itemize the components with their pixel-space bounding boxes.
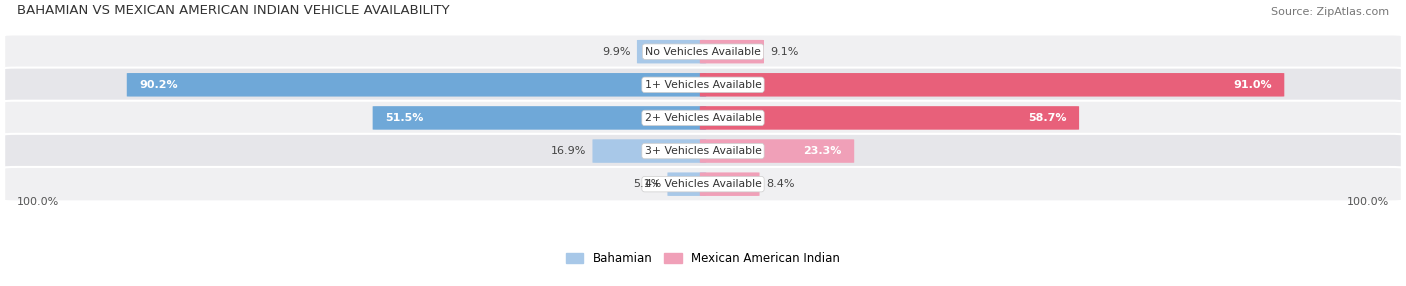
Text: 51.5%: 51.5%	[385, 113, 423, 123]
Text: 9.1%: 9.1%	[770, 47, 799, 57]
FancyBboxPatch shape	[637, 40, 706, 63]
Text: 90.2%: 90.2%	[139, 80, 179, 90]
FancyBboxPatch shape	[4, 34, 1402, 69]
Text: 4+ Vehicles Available: 4+ Vehicles Available	[644, 179, 762, 189]
Text: 16.9%: 16.9%	[551, 146, 586, 156]
FancyBboxPatch shape	[668, 172, 706, 196]
Text: Source: ZipAtlas.com: Source: ZipAtlas.com	[1271, 7, 1389, 17]
FancyBboxPatch shape	[4, 101, 1402, 135]
Text: 5.1%: 5.1%	[633, 179, 661, 189]
Text: 3+ Vehicles Available: 3+ Vehicles Available	[644, 146, 762, 156]
Text: 91.0%: 91.0%	[1233, 80, 1271, 90]
FancyBboxPatch shape	[700, 40, 763, 63]
FancyBboxPatch shape	[700, 106, 1078, 130]
FancyBboxPatch shape	[127, 73, 706, 97]
Text: 23.3%: 23.3%	[803, 146, 842, 156]
Legend: Bahamian, Mexican American Indian: Bahamian, Mexican American Indian	[561, 247, 845, 270]
FancyBboxPatch shape	[4, 134, 1402, 168]
Text: BAHAMIAN VS MEXICAN AMERICAN INDIAN VEHICLE AVAILABILITY: BAHAMIAN VS MEXICAN AMERICAN INDIAN VEHI…	[17, 4, 450, 17]
Text: 9.9%: 9.9%	[602, 47, 630, 57]
FancyBboxPatch shape	[373, 106, 706, 130]
FancyBboxPatch shape	[592, 139, 706, 163]
FancyBboxPatch shape	[4, 167, 1402, 201]
FancyBboxPatch shape	[700, 73, 1284, 97]
Text: 100.0%: 100.0%	[17, 197, 59, 207]
Text: 2+ Vehicles Available: 2+ Vehicles Available	[644, 113, 762, 123]
Text: 58.7%: 58.7%	[1028, 113, 1066, 123]
FancyBboxPatch shape	[700, 172, 759, 196]
Text: No Vehicles Available: No Vehicles Available	[645, 47, 761, 57]
FancyBboxPatch shape	[700, 139, 855, 163]
Text: 100.0%: 100.0%	[1347, 197, 1389, 207]
FancyBboxPatch shape	[4, 67, 1402, 102]
Text: 8.4%: 8.4%	[766, 179, 794, 189]
Text: 1+ Vehicles Available: 1+ Vehicles Available	[644, 80, 762, 90]
